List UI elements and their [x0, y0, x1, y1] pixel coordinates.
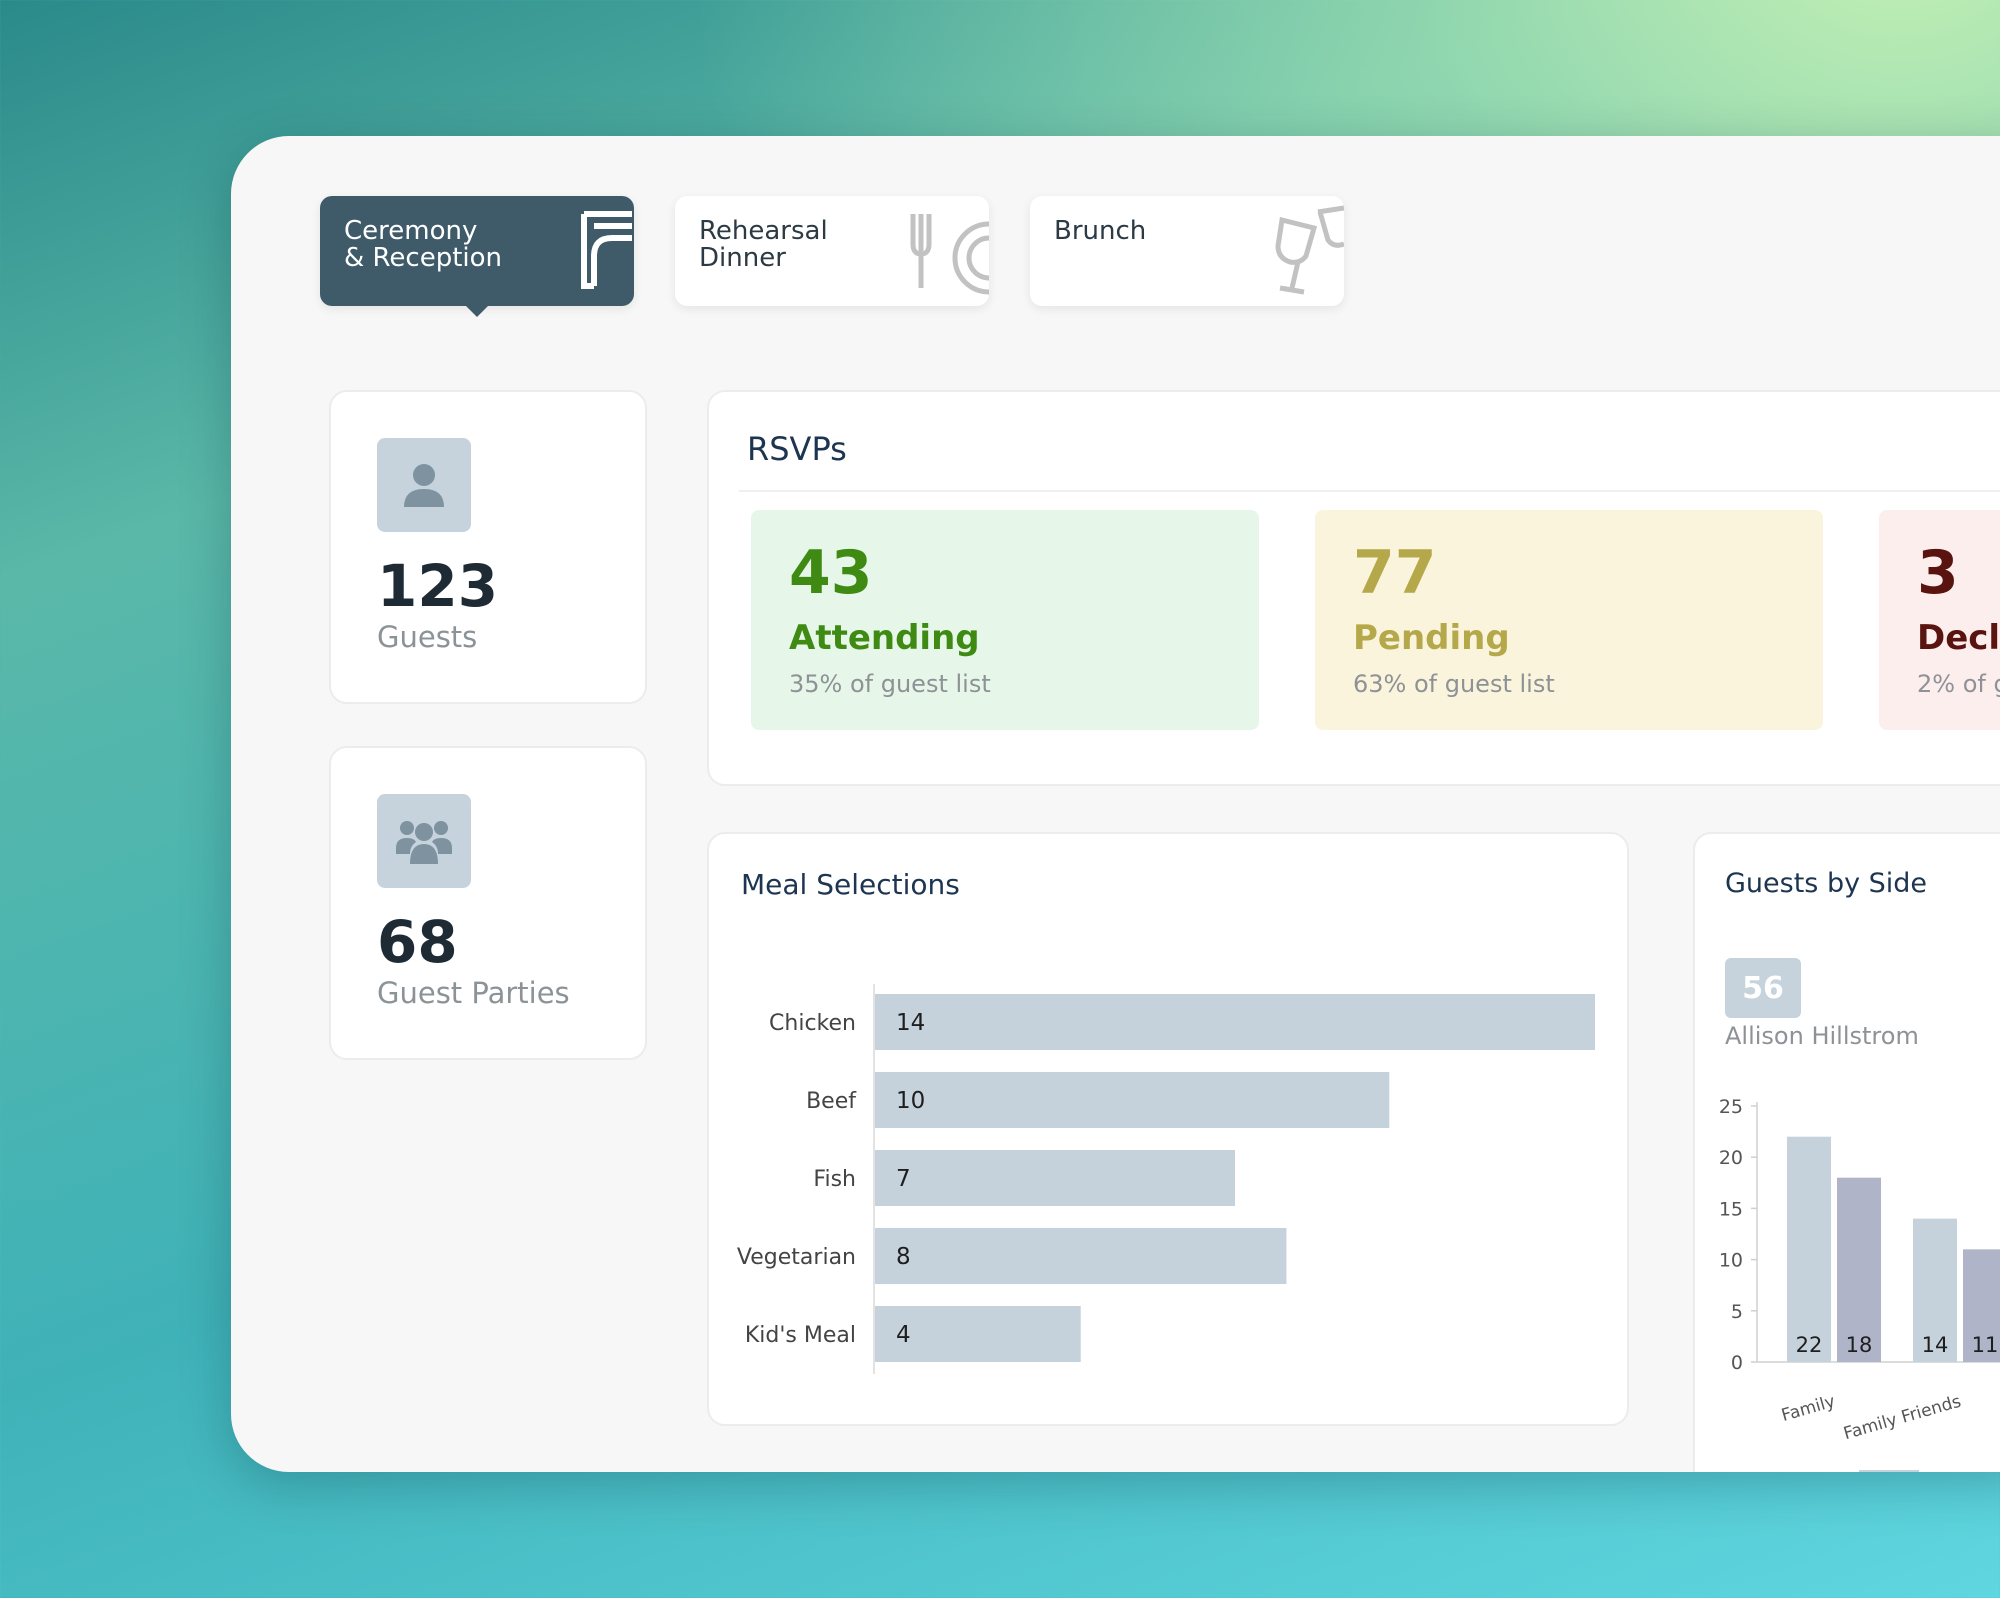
pending-count: 77: [1353, 538, 1437, 608]
rsvps-title: RSVPs: [747, 430, 847, 468]
attending-percent: 35% of guest list: [789, 670, 991, 698]
side-name-label: Allison Hillstrom: [1725, 1022, 1919, 1050]
side-count-badge: 56: [1725, 958, 1801, 1018]
meal-bar: [875, 1150, 1235, 1206]
user-icon: [377, 438, 471, 532]
meal-bar: [875, 1228, 1287, 1284]
guests-by-side-card: Guests by Side 56 Allison Hillstrom 0 5 10…: [1693, 832, 2000, 1472]
guest-parties-stat-card: 68 Guest Parties: [329, 746, 647, 1060]
declined-box[interactable]: 3 Declined 2% of guest list: [1879, 510, 2000, 730]
pending-percent: 63% of guest list: [1353, 670, 1555, 698]
pending-box[interactable]: 77 Pending 63% of guest list: [1315, 510, 1823, 730]
legend-label: Allison Hillstrom: [1929, 1470, 2000, 1472]
data-label: 10: [896, 1088, 925, 1114]
guests-stat-card: 123 Guests: [329, 390, 647, 704]
y-tick-label: 5: [1731, 1301, 1743, 1323]
category-label: Chicken: [769, 1011, 856, 1036]
data-label: 8: [896, 1244, 911, 1270]
divider: [739, 490, 2000, 492]
guest-parties-label: Guest Parties: [377, 976, 570, 1010]
data-label: 22: [1796, 1333, 1823, 1357]
x-tick-label: Family Friends: [1841, 1392, 1963, 1445]
side-bar: [1913, 1218, 1957, 1362]
guests-by-side-chart: 0 5 10 15 20 25 22 18 Family 14 11 Family Friends Al…: [1719, 1096, 2000, 1472]
data-label: 14: [1922, 1333, 1949, 1357]
wine-glasses-icon: [1275, 205, 1344, 295]
category-label: Fish: [813, 1167, 856, 1192]
tab-ceremony-reception[interactable]: Ceremony & Reception: [320, 196, 634, 317]
rsvps-card: RSVPs 43 Attending 35% of guest list 77 …: [707, 390, 2000, 786]
door-arch-icon: [581, 211, 632, 289]
meal-selections-title: Meal Selections: [741, 868, 960, 901]
legend-swatch: [1859, 1470, 1919, 1472]
guest-parties-count: 68: [377, 908, 458, 976]
users-group-icon: [377, 794, 471, 888]
side-bar: [1837, 1177, 1881, 1362]
data-label: 11: [1972, 1333, 1999, 1357]
attending-box[interactable]: 43 Attending 35% of guest list: [751, 510, 1259, 730]
guests-by-side-title: Guests by Side: [1725, 868, 1928, 899]
declined-count: 3: [1917, 538, 1959, 608]
tab-label: Rehearsal Dinner: [699, 216, 828, 273]
guests-label: Guests: [377, 620, 478, 654]
x-tick-label: Family: [1779, 1392, 1837, 1426]
declined-label: Declined: [1917, 618, 2000, 658]
meal-bar: [875, 1072, 1390, 1128]
y-tick-label: 0: [1731, 1352, 1743, 1374]
meal-bar: [875, 994, 1595, 1050]
tab-label: Brunch: [1054, 216, 1147, 246]
y-tick-label: 10: [1719, 1250, 1743, 1272]
declined-percent: 2% of guest list: [1917, 670, 2000, 698]
fork-plate-icon: [910, 214, 989, 295]
guests-count: 123: [377, 552, 499, 620]
data-label: 7: [896, 1166, 911, 1192]
meal-bar: [875, 1306, 1081, 1362]
category-label: Vegetarian: [737, 1245, 856, 1270]
tab-label: Ceremony & Reception: [344, 216, 503, 273]
meal-selections-card: Meal Selections Chicken 14 Beef 10 Fish 7 Vege…: [707, 832, 1629, 1426]
category-label: Beef: [806, 1089, 857, 1114]
data-label: 14: [896, 1010, 925, 1036]
y-tick-label: 25: [1719, 1096, 1743, 1118]
category-label: Kid's Meal: [745, 1323, 856, 1348]
tab-rehearsal-dinner[interactable]: Rehearsal Dinner: [675, 196, 989, 306]
side-bar: [1787, 1136, 1831, 1362]
y-tick-label: 20: [1719, 1147, 1743, 1169]
dashboard-panel: Ceremony & Reception Rehearsal Dinner Br…: [231, 136, 2000, 1472]
attending-count: 43: [789, 538, 873, 608]
data-label: 18: [1846, 1333, 1873, 1357]
y-tick-label: 15: [1719, 1198, 1743, 1220]
tab-brunch[interactable]: Brunch: [1030, 196, 1344, 306]
meal-selections-chart: Chicken 14 Beef 10 Fish 7 Vegetarian 8 Kid's Mea…: [737, 984, 1595, 1374]
side-bar: [1963, 1249, 2000, 1362]
pending-label: Pending: [1353, 618, 1510, 658]
data-label: 4: [896, 1322, 911, 1348]
attending-label: Attending: [789, 618, 980, 658]
